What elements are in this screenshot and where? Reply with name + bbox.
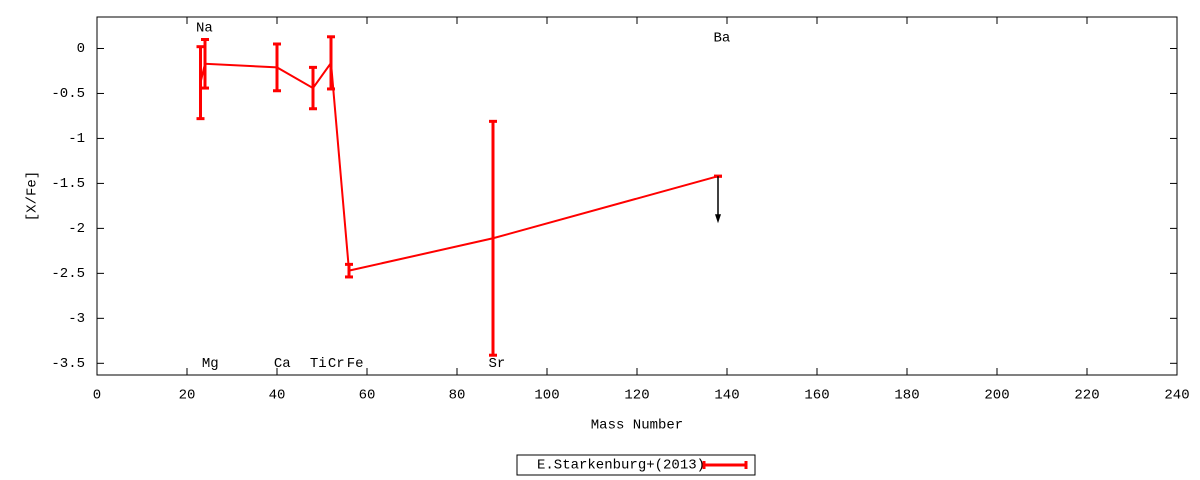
error-bar <box>489 119 497 357</box>
x-tick-label: 0 <box>93 388 101 404</box>
error-bar <box>309 65 317 111</box>
y-tick-label: -1.5 <box>51 176 85 192</box>
legend-box <box>516 454 756 476</box>
annotation: Fe <box>347 356 364 372</box>
error-bar <box>273 42 281 93</box>
x-tick-label: 240 <box>1164 388 1189 404</box>
error-bar <box>345 262 353 279</box>
error-bar <box>327 35 335 91</box>
annotation: Ca <box>274 356 291 372</box>
x-tick-label: 180 <box>894 388 919 404</box>
x-tick-label: 220 <box>1074 388 1099 404</box>
error-bar <box>201 37 209 90</box>
annotation: Sr <box>489 356 506 372</box>
x-tick-label: 140 <box>714 388 739 404</box>
upper-limit-arrowhead <box>715 214 721 224</box>
y-tick-label: 0 <box>77 41 85 57</box>
y-tick-label: -1 <box>68 131 85 147</box>
y-tick-label: -3 <box>68 311 85 327</box>
y-tick-label: -2 <box>68 221 85 237</box>
x-tick-label: 80 <box>449 388 466 404</box>
x-tick-label: 100 <box>534 388 559 404</box>
legend-label: E.Starkenburg+(2013) <box>537 458 705 474</box>
y-tick-label: -0.5 <box>51 86 85 102</box>
plot-frame <box>96 16 1178 376</box>
y-tick-label: -2.5 <box>51 266 85 282</box>
x-tick-label: 60 <box>359 388 376 404</box>
x-tick-label: 120 <box>624 388 649 404</box>
x-tick-label: 20 <box>179 388 196 404</box>
y-tick-label: -3.5 <box>51 356 85 372</box>
series-line <box>199 60 719 272</box>
annotation: Ba <box>714 30 731 46</box>
x-tick-label: 40 <box>269 388 286 404</box>
x-axis-label: Mass Number <box>591 418 683 434</box>
y-axis-label: [X/Fe] <box>25 171 41 221</box>
annotation: Na <box>196 20 213 36</box>
annotation: Ti <box>310 356 327 372</box>
x-tick-label: 160 <box>804 388 829 404</box>
error-bar <box>196 45 205 121</box>
annotation: Mg <box>202 356 219 372</box>
x-tick-label: 200 <box>984 388 1009 404</box>
annotation: Cr <box>328 356 345 372</box>
